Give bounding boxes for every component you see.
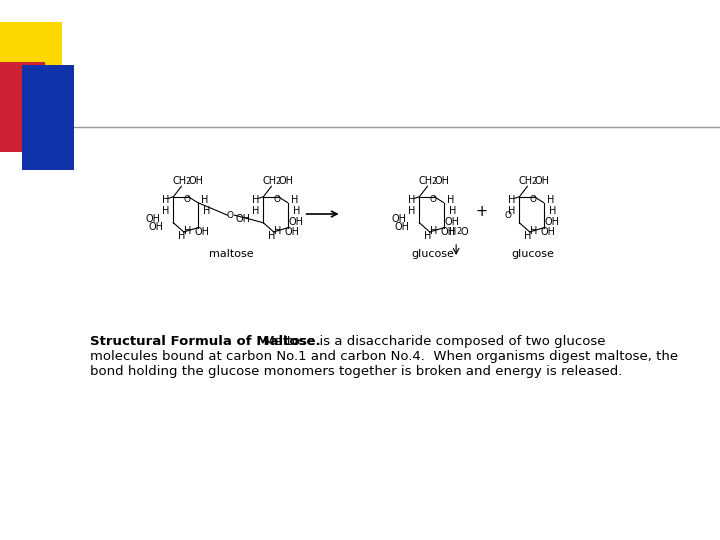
Text: O: O bbox=[460, 227, 468, 237]
Text: glucose: glucose bbox=[412, 249, 454, 259]
Text: H: H bbox=[274, 226, 282, 237]
Text: OH: OH bbox=[148, 222, 163, 232]
Text: OH: OH bbox=[284, 227, 299, 237]
Text: O: O bbox=[504, 211, 511, 220]
Text: OH: OH bbox=[540, 227, 555, 237]
Text: H: H bbox=[449, 206, 456, 216]
Text: H: H bbox=[292, 206, 300, 216]
Text: OH: OH bbox=[279, 177, 294, 186]
Text: H: H bbox=[549, 206, 556, 216]
Text: OH: OH bbox=[391, 214, 406, 224]
Text: Maltose is a disaccharide composed of two glucose: Maltose is a disaccharide composed of tw… bbox=[256, 335, 606, 348]
Text: H: H bbox=[251, 195, 259, 205]
Text: O: O bbox=[430, 195, 436, 204]
Text: OH: OH bbox=[145, 214, 161, 224]
Text: H: H bbox=[449, 227, 456, 237]
Text: O: O bbox=[227, 211, 234, 220]
Text: H: H bbox=[268, 231, 276, 241]
Text: H: H bbox=[424, 231, 431, 241]
Text: CH: CH bbox=[173, 177, 186, 186]
Text: OH: OH bbox=[535, 177, 550, 186]
Text: 2: 2 bbox=[186, 177, 191, 186]
Text: molecules bound at carbon No.1 and carbon No.4.  When organisms digest maltose, : molecules bound at carbon No.1 and carbo… bbox=[90, 350, 678, 363]
Text: OH: OH bbox=[435, 177, 450, 186]
Text: H: H bbox=[162, 206, 169, 216]
Text: H: H bbox=[161, 195, 169, 205]
Text: CH: CH bbox=[518, 177, 533, 186]
Text: Structural Formula of Maltose.: Structural Formula of Maltose. bbox=[90, 335, 320, 348]
Text: H: H bbox=[292, 195, 299, 205]
Text: H: H bbox=[202, 206, 210, 216]
Text: H: H bbox=[508, 195, 515, 205]
Text: maltose: maltose bbox=[209, 249, 253, 259]
Text: OH: OH bbox=[440, 227, 455, 237]
Text: 2: 2 bbox=[532, 177, 537, 186]
Text: OH: OH bbox=[445, 217, 460, 227]
Text: O: O bbox=[530, 195, 536, 204]
Text: OH: OH bbox=[235, 214, 251, 224]
Text: H: H bbox=[202, 195, 209, 205]
Text: 2: 2 bbox=[432, 177, 437, 186]
Text: 2: 2 bbox=[456, 227, 462, 237]
Text: H: H bbox=[508, 206, 516, 216]
Text: OH: OH bbox=[289, 217, 304, 227]
Text: bond holding the glucose monomers together is broken and energy is released.: bond holding the glucose monomers togeth… bbox=[90, 365, 622, 378]
Text: H: H bbox=[447, 195, 455, 205]
Bar bbox=[0, 22, 62, 130]
Text: 2: 2 bbox=[276, 177, 281, 186]
Text: H: H bbox=[408, 206, 415, 216]
Text: H: H bbox=[184, 226, 192, 237]
Text: OH: OH bbox=[189, 177, 204, 186]
Text: H: H bbox=[547, 195, 555, 205]
Text: OH: OH bbox=[395, 222, 410, 232]
Text: O: O bbox=[184, 195, 191, 204]
Text: CH: CH bbox=[263, 177, 276, 186]
Text: H: H bbox=[252, 206, 259, 216]
Bar bbox=[0, 62, 45, 152]
Text: CH: CH bbox=[418, 177, 433, 186]
Text: O: O bbox=[274, 195, 281, 204]
Text: glucose: glucose bbox=[512, 249, 554, 259]
Text: H: H bbox=[408, 195, 415, 205]
Text: +: + bbox=[476, 204, 488, 219]
Bar bbox=[22, 65, 74, 170]
Text: H: H bbox=[530, 226, 538, 237]
Text: OH: OH bbox=[545, 217, 559, 227]
Text: H: H bbox=[430, 226, 438, 237]
Text: H: H bbox=[178, 231, 186, 241]
Text: H: H bbox=[524, 231, 531, 241]
Text: OH: OH bbox=[194, 227, 209, 237]
